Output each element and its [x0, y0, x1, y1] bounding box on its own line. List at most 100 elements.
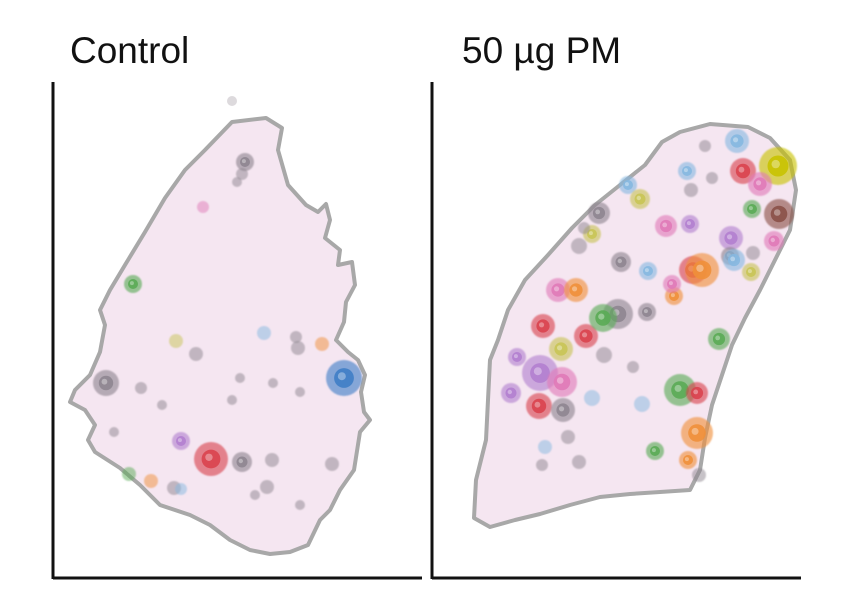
pm-clone-core-16 [587, 229, 597, 239]
pm-clone-core-31 [536, 319, 550, 333]
pm-clone-highlight-13 [662, 222, 668, 228]
control-clone-grey-22 [260, 480, 274, 494]
pm-clone-highlight-42 [534, 401, 541, 408]
pm-clone-grey-57 [536, 459, 548, 471]
pm-clone-highlight-18 [644, 268, 649, 273]
pm-clone-core-19 [724, 231, 738, 245]
control-clone-pink-3 [197, 201, 209, 213]
pm-clone-highlight-50 [691, 427, 699, 435]
control-clone-core-18 [201, 449, 221, 469]
pm-clone-core-50 [688, 424, 706, 442]
control-clone-highlight-17 [177, 438, 182, 443]
pm-clone-highlight-28 [668, 281, 673, 286]
control-clone-grey-29 [250, 490, 260, 500]
pm-clone-highlight-53 [651, 448, 656, 453]
control-clone-grey-28 [109, 427, 119, 437]
panel-title-control: Control [70, 30, 190, 71]
control-clone-highlight-19 [238, 458, 243, 464]
pm-clone-grey-7 [684, 183, 698, 197]
pm-clone-highlight-34 [581, 332, 588, 338]
pm-clone-core-47 [671, 381, 689, 399]
control-clone-grey-9 [291, 341, 305, 355]
pm-clone-highlight-5 [748, 206, 753, 211]
pm-clone-grey-51 [692, 468, 706, 482]
control-clone-grey-31 [157, 400, 167, 410]
pm-clone-highlight-37 [513, 354, 518, 359]
pm-clone-highlight-12 [595, 209, 601, 215]
pm-clone-lightblue-52 [538, 440, 552, 454]
pm-clone-core-28 [667, 279, 677, 289]
control-clone-highlight-0 [241, 159, 246, 164]
control-stray-dot [227, 96, 237, 106]
control-clone-orange-25 [144, 474, 158, 488]
lung-section-pm [472, 122, 798, 529]
pm-clone-highlight-1 [771, 159, 780, 169]
pm-clone-core-37 [512, 352, 522, 362]
pm-clone-grey-9 [699, 140, 711, 152]
control-clone-core-17 [176, 436, 186, 446]
pm-clone-grey-58 [578, 222, 590, 234]
pm-clone-core-4 [770, 205, 788, 223]
pm-clone-core-25 [746, 267, 756, 277]
pm-clone-grey-56 [572, 455, 586, 469]
pm-clone-core-27 [669, 291, 679, 301]
control-clone-grey-14 [235, 373, 245, 383]
pm-clone-highlight-3 [755, 180, 762, 186]
pm-clone-core-36 [595, 310, 611, 326]
pm-clone-core-3 [753, 177, 767, 191]
pm-clone-highlight-14 [686, 221, 691, 226]
pm-clone-core-21 [768, 235, 780, 247]
clone-dots-pm [501, 129, 797, 482]
pm-clone-core-23 [692, 260, 712, 280]
pm-clone-core-34 [579, 329, 593, 343]
pm-clone-highlight-47 [674, 384, 682, 392]
pm-clone-highlight-33 [556, 345, 563, 351]
pm-clone-highlight-39 [571, 286, 578, 292]
pm-clone-core-1 [767, 155, 789, 177]
control-clone-grey-8 [290, 331, 302, 343]
control-clone-highlight-4 [129, 281, 134, 286]
pm-clone-core-13 [659, 219, 673, 233]
pm-clone-core-0 [730, 134, 744, 148]
pm-clone-core-10 [623, 180, 633, 190]
pm-clone-core-29 [712, 332, 726, 346]
control-clone-grey-20 [265, 453, 279, 467]
pm-clone-highlight-36 [598, 313, 605, 320]
control-clone-yellow-5 [169, 334, 183, 348]
control-clone-lightblue-26 [175, 483, 187, 495]
lung-section-control [68, 116, 372, 556]
control-clone-grey-2 [236, 168, 248, 180]
pm-clone-core-38 [642, 307, 652, 317]
control-clone-highlight-18 [205, 453, 213, 461]
pm-clone-highlight-54 [684, 457, 689, 462]
pm-clone-highlight-23 [696, 264, 704, 272]
pm-clone-highlight-19 [726, 234, 733, 240]
control-clone-core-0 [240, 157, 250, 167]
pm-clone-core-14 [685, 219, 695, 229]
pm-clone-highlight-21 [770, 237, 775, 243]
pm-clone-lightblue-49 [634, 396, 650, 412]
pm-clone-highlight-31 [538, 322, 545, 328]
pm-clone-core-5 [747, 204, 757, 214]
pm-clone-grey-55 [627, 361, 639, 373]
control-clone-grey-21 [325, 457, 339, 471]
pm-clone-highlight-2 [738, 166, 745, 173]
pm-clone-highlight-0 [732, 137, 739, 143]
pm-clone-core-24 [727, 253, 741, 267]
control-clone-core-12 [98, 375, 114, 391]
pm-clone-highlight-43 [558, 406, 565, 412]
pm-clone-grey-45 [561, 430, 575, 444]
pm-clone-core-53 [650, 446, 660, 456]
control-clone-green-24 [122, 467, 136, 481]
pm-clone-grey-26 [746, 246, 760, 260]
pm-clone-core-2 [735, 163, 751, 179]
pm-clone-grey-8 [706, 172, 718, 184]
pm-clone-core-18 [643, 266, 653, 276]
pm-clone-highlight-6 [683, 168, 688, 173]
panel-pm [430, 82, 801, 580]
pm-clone-highlight-27 [670, 293, 675, 298]
pm-clone-core-6 [682, 166, 692, 176]
pm-clone-grey-35 [596, 347, 612, 363]
clone-dots-control [93, 96, 362, 510]
pm-clone-highlight-38 [643, 309, 648, 314]
